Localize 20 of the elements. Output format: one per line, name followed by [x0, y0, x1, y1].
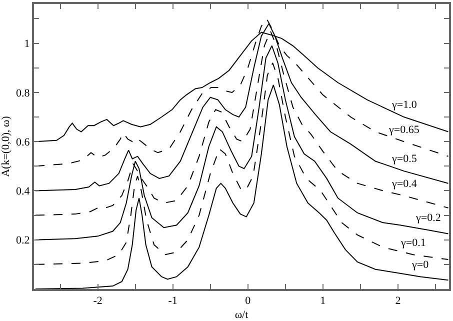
y-axis-title: A(k=(0,0), ω): [0, 116, 12, 177]
series-label: γ=0: [411, 259, 430, 271]
series-label: γ=0.1: [400, 237, 426, 249]
y-tick-label: 1: [24, 38, 30, 50]
x-tick-label: 2: [395, 295, 401, 308]
series-label: γ=1.0: [391, 99, 418, 111]
y-tick-label: 0.2: [16, 234, 30, 247]
x-axis-title: ω/t: [234, 308, 248, 321]
series-label: γ=0.65: [388, 124, 420, 136]
line-series: [35, 84, 449, 289]
x-tick-label: -2: [93, 295, 102, 308]
series-label: γ=0.5: [391, 153, 418, 165]
x-tick-label: 0: [245, 295, 252, 308]
series-label: γ=0.4: [391, 178, 418, 190]
x-tick-label: -1: [168, 295, 178, 308]
y-tick-label: 0.8: [16, 87, 30, 100]
y-tick-label: 0.4: [16, 186, 30, 198]
series-label: γ=0.2: [415, 212, 441, 224]
y-tick-label: 0.6: [16, 136, 30, 148]
x-tick-label: 1: [320, 295, 326, 308]
